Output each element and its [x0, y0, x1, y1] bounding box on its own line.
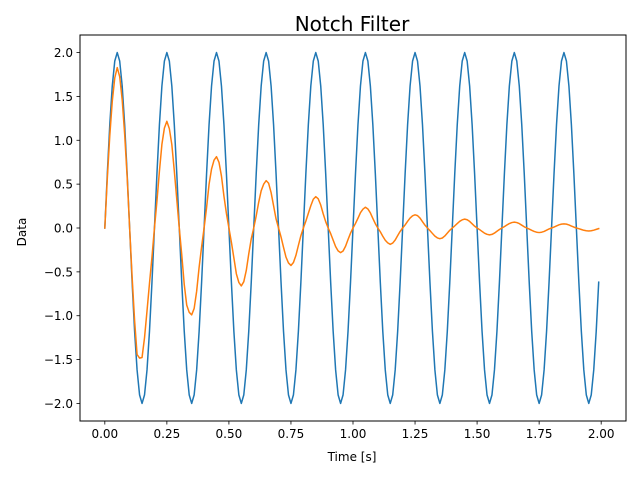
y-tick-label: −1.5: [44, 353, 73, 367]
series-line-2: [104, 66, 600, 359]
x-tick-label: 0.50: [216, 427, 243, 441]
x-tick-label: 2.00: [588, 427, 615, 441]
x-tick-label: 1.00: [340, 427, 367, 441]
series-layer: [104, 51, 600, 405]
x-axis-ticks: 0.00 0.25 0.50 0.75 1.00 1.25 1.50 1.75 2.00: [91, 421, 615, 441]
chart-title: Notch Filter: [295, 12, 410, 36]
y-tick-label: 0.5: [54, 178, 73, 192]
y-tick-label: 2.0: [54, 46, 73, 60]
x-tick-label: 0.25: [154, 427, 181, 441]
x-tick-label: 0.00: [91, 427, 118, 441]
x-tick-label: 0.75: [278, 427, 305, 441]
y-tick-label: −2.0: [44, 397, 73, 411]
x-axis-label: Time [s]: [327, 450, 377, 464]
y-tick-label: 1.5: [54, 90, 73, 104]
y-axis-label: Data: [15, 218, 29, 247]
y-tick-label: −0.5: [44, 265, 73, 279]
x-tick-label: 1.50: [464, 427, 491, 441]
x-tick-label: 1.25: [402, 427, 429, 441]
y-tick-label: −1.0: [44, 309, 73, 323]
y-tick-label: 1.0: [54, 134, 73, 148]
y-axis-ticks: −2.0 −1.5 −1.0 −0.5 0.0 0.5 1.0 1.5 2.0: [44, 46, 80, 411]
series-line-1: [104, 51, 600, 405]
x-tick-label: 1.75: [526, 427, 553, 441]
y-tick-label: 0.0: [54, 222, 73, 236]
